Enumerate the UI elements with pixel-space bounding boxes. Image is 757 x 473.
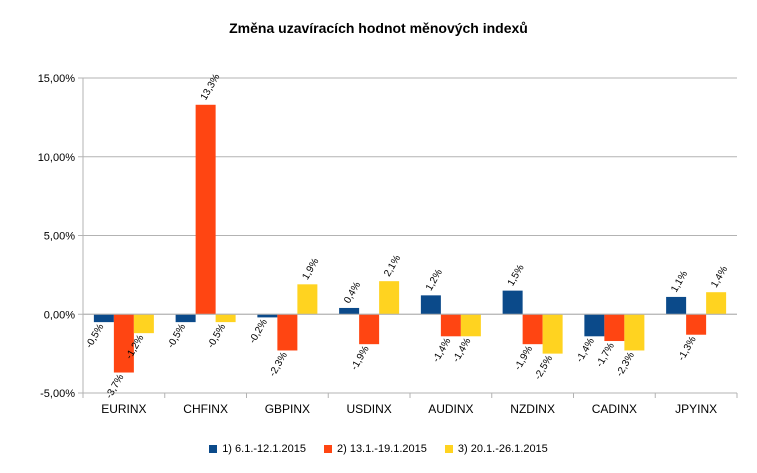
legend-label-series-3: 3) 20.1.-26.1.2015 <box>457 443 548 455</box>
y-tick-label: -5,00% <box>40 388 75 400</box>
legend-label-series-1: 1) 6.1.-12.1.2015 <box>222 443 306 455</box>
data-label: -0,5% <box>84 322 107 350</box>
chart-title: Změna uzavíracích hodnot měnových indexů <box>229 20 528 36</box>
bar <box>542 314 563 354</box>
data-label: 1,4% <box>709 264 730 289</box>
data-label: -0,2% <box>247 317 270 345</box>
bar <box>584 314 605 337</box>
bar <box>604 314 625 342</box>
data-label: -1,4% <box>431 336 454 364</box>
bar <box>624 314 645 351</box>
bar <box>133 314 154 334</box>
data-label: 1,2% <box>424 268 445 293</box>
x-category-label: NZDINX <box>510 402 555 416</box>
legend-swatch-series-1 <box>209 445 218 453</box>
data-label: 1,9% <box>300 256 321 281</box>
data-label: -1,4% <box>451 336 474 364</box>
data-label: -2,5% <box>533 354 556 382</box>
data-label: 13,3% <box>199 72 223 102</box>
bar <box>420 295 441 315</box>
legend-item-series-2: 2) 13.1.-19.1.2015 <box>323 443 427 455</box>
data-label: -1,7% <box>594 341 617 369</box>
x-category-label: EURINX <box>101 402 146 416</box>
bar <box>93 314 114 323</box>
legend-label-series-2: 2) 13.1.-19.1.2015 <box>336 443 427 455</box>
bar <box>195 104 216 315</box>
bar <box>359 314 380 345</box>
data-label: -1,9% <box>349 344 372 372</box>
data-label: -1,4% <box>574 336 597 364</box>
bar <box>113 314 134 373</box>
data-label: -1,3% <box>676 335 699 363</box>
data-label: 1,5% <box>506 263 527 288</box>
legend-item-series-3: 3) 20.1.-26.1.2015 <box>444 443 548 455</box>
data-label: -0,5% <box>166 322 189 350</box>
x-category-label: AUDINX <box>428 402 473 416</box>
bar <box>297 284 318 315</box>
bar <box>440 314 461 337</box>
data-label: -0,5% <box>206 322 229 350</box>
data-label: -1,9% <box>513 344 536 372</box>
y-tick-label: 0,00% <box>44 309 75 321</box>
x-category-label: CADINX <box>592 402 637 416</box>
y-tick-label: 15,00% <box>38 73 76 85</box>
bar <box>522 314 543 345</box>
legend-swatch-series-3 <box>444 445 453 453</box>
bar <box>460 314 481 337</box>
bar <box>339 307 360 315</box>
legend-item-series-1: 1) 6.1.-12.1.2015 <box>209 443 306 455</box>
y-tick-label: 10,00% <box>38 152 76 164</box>
bar <box>215 314 236 323</box>
x-category-label: GBPINX <box>265 402 310 416</box>
data-label: -3,7% <box>104 372 127 400</box>
bar <box>379 281 400 315</box>
bar <box>666 296 687 315</box>
bar <box>502 290 523 315</box>
y-tick-label: 5,00% <box>44 231 75 243</box>
bar <box>277 314 298 351</box>
chart-legend: 1) 6.1.-12.1.2015 2) 13.1.-19.1.2015 3) … <box>0 443 757 455</box>
data-label: 1,1% <box>669 269 690 294</box>
x-category-label: CHFINX <box>183 402 228 416</box>
bar <box>706 292 727 315</box>
bar <box>175 314 196 323</box>
data-label: -2,3% <box>267 350 290 378</box>
x-category-label: JPYINX <box>675 402 717 416</box>
x-category-label: USDINX <box>346 402 391 416</box>
bar <box>257 314 278 318</box>
legend-swatch-series-2 <box>323 445 332 453</box>
bar <box>686 314 707 335</box>
data-label: -2,3% <box>614 350 637 378</box>
data-label: 2,1% <box>382 253 403 278</box>
data-label: 0,4% <box>342 280 363 305</box>
